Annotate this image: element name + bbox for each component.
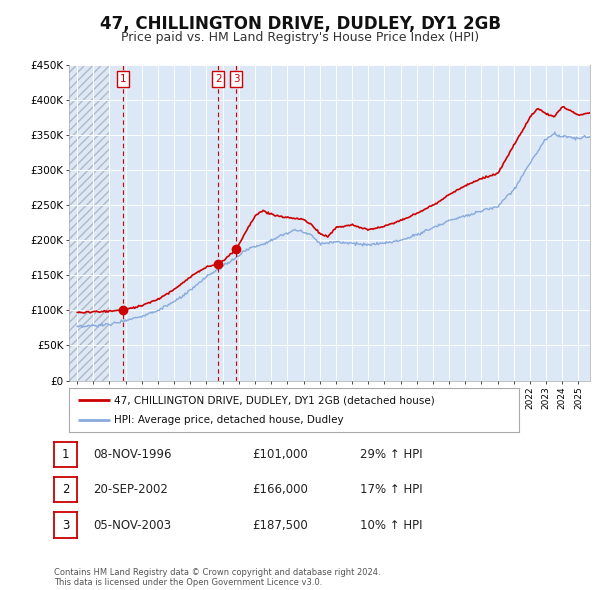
Text: £101,000: £101,000 <box>252 448 308 461</box>
Text: 05-NOV-2003: 05-NOV-2003 <box>93 519 171 532</box>
Text: £166,000: £166,000 <box>252 483 308 496</box>
Text: 08-NOV-1996: 08-NOV-1996 <box>93 448 172 461</box>
Text: 1: 1 <box>62 448 69 461</box>
Text: Contains HM Land Registry data © Crown copyright and database right 2024.
This d: Contains HM Land Registry data © Crown c… <box>54 568 380 587</box>
Text: 3: 3 <box>62 519 69 532</box>
Text: 10% ↑ HPI: 10% ↑ HPI <box>360 519 422 532</box>
Text: HPI: Average price, detached house, Dudley: HPI: Average price, detached house, Dudl… <box>114 415 344 425</box>
Text: Price paid vs. HM Land Registry's House Price Index (HPI): Price paid vs. HM Land Registry's House … <box>121 31 479 44</box>
Text: 1: 1 <box>120 74 127 84</box>
Text: 47, CHILLINGTON DRIVE, DUDLEY, DY1 2GB: 47, CHILLINGTON DRIVE, DUDLEY, DY1 2GB <box>100 15 500 33</box>
Text: 2: 2 <box>62 483 69 496</box>
Text: 20-SEP-2002: 20-SEP-2002 <box>93 483 168 496</box>
Text: 29% ↑ HPI: 29% ↑ HPI <box>360 448 422 461</box>
Text: 3: 3 <box>233 74 239 84</box>
Text: 2: 2 <box>215 74 221 84</box>
Text: 17% ↑ HPI: 17% ↑ HPI <box>360 483 422 496</box>
Text: £187,500: £187,500 <box>252 519 308 532</box>
Text: 47, CHILLINGTON DRIVE, DUDLEY, DY1 2GB (detached house): 47, CHILLINGTON DRIVE, DUDLEY, DY1 2GB (… <box>114 395 435 405</box>
